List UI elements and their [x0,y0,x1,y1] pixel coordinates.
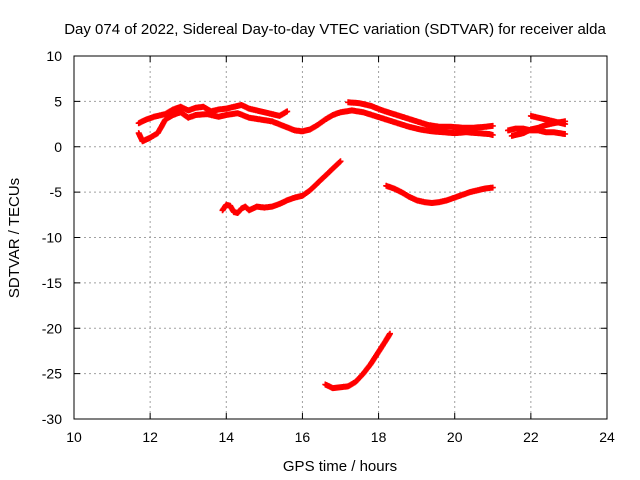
series-markers [345,99,496,131]
y-tick-label: -30 [42,411,62,427]
data-layer [135,99,569,392]
x-tick-label: 24 [599,429,615,445]
y-tick-labels: -30 -25 -20 -15 -10 -5 0 5 10 [42,48,62,427]
y-tick-label: -5 [50,184,63,200]
series-markers [383,182,496,206]
y-tick-label: -15 [42,275,62,291]
y-tick-label: -10 [42,230,62,246]
x-tick-label: 12 [142,429,158,445]
series-track-5 [527,112,569,128]
series-track-7 [383,182,496,206]
series-markers [219,158,344,216]
x-tick-label: 14 [218,429,234,445]
chart-title: Day 074 of 2022, Sidereal Day-to-day VTE… [64,21,606,38]
series-markers [322,330,393,392]
y-tick-label: -20 [42,320,62,336]
x-tick-label: 10 [66,429,82,445]
series-track-6 [219,158,344,216]
x-axis-title: GPS time / hours [283,458,397,475]
series-track-8 [322,330,393,392]
y-axis-title: SDTVAR / TECUs [6,178,23,298]
y-tick-label: 10 [46,48,62,64]
x-tick-label: 22 [523,429,539,445]
y-tick-label: 5 [54,93,62,109]
series-track-2 [345,99,496,131]
series-markers [527,112,569,128]
x-tick-label: 16 [295,429,311,445]
series-track-1-upper [135,102,291,127]
series-markers [135,102,291,127]
y-tick-label: 0 [54,139,62,155]
x-tick-label: 20 [447,429,463,445]
x-tick-label: 18 [371,429,387,445]
series-markers [135,107,496,145]
ticks [73,55,608,420]
series-track-1-lower [135,107,496,145]
y-tick-label: -25 [42,366,62,382]
x-tick-labels: 10 12 14 16 18 20 22 24 [66,429,615,445]
